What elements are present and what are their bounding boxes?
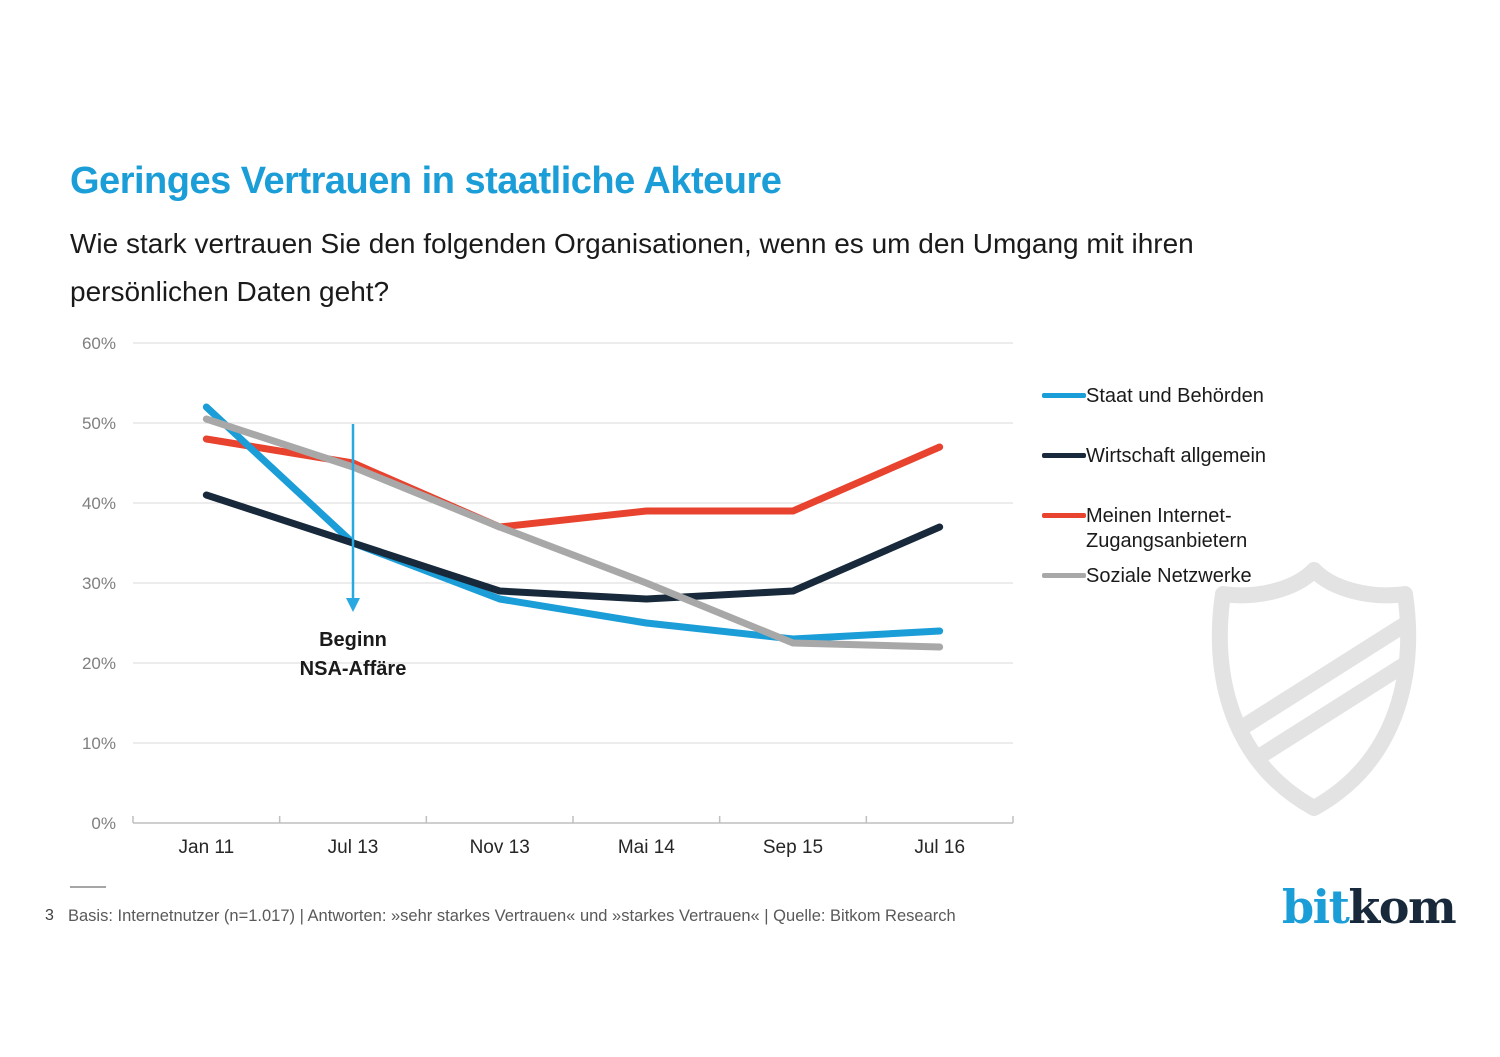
x-tick-label: Jul 13 bbox=[328, 837, 379, 858]
source-footnote: Basis: Internetnutzer (n=1.017) | Antwor… bbox=[68, 907, 956, 925]
legend-swatch-red bbox=[1042, 513, 1086, 518]
x-tick-label: Mai 14 bbox=[618, 837, 675, 858]
shield-icon bbox=[1211, 562, 1417, 816]
y-tick-label: 20% bbox=[82, 654, 116, 673]
legend-swatch-blue bbox=[1042, 393, 1086, 398]
legend-label: Soziale Netzwerke bbox=[1086, 565, 1252, 587]
y-tick-label: 60% bbox=[82, 334, 116, 353]
series-line-1 bbox=[202, 491, 944, 603]
logo-part-bit: bit bbox=[1282, 880, 1350, 934]
legend-label: Meinen Internet- Zugangsanbietern bbox=[1086, 505, 1248, 552]
x-tick-label: Jan 11 bbox=[179, 837, 235, 858]
y-tick-label: 10% bbox=[82, 734, 116, 753]
nsa-arrow-head bbox=[346, 598, 360, 612]
legend-item-staat: Staat und Behörden bbox=[1042, 384, 1264, 409]
page-number: 3 bbox=[45, 907, 54, 924]
page-subtitle: Wie stark vertrauen Sie den folgenden Or… bbox=[70, 228, 1194, 307]
y-tick-label: 30% bbox=[82, 574, 116, 593]
y-tick-label: 50% bbox=[82, 414, 116, 433]
legend-label: Staat und Behörden bbox=[1086, 385, 1264, 407]
series-line-0 bbox=[202, 403, 944, 643]
nsa-annotation-text: Beginn NSA-Affäre bbox=[299, 629, 407, 680]
legend-swatch-navy bbox=[1042, 453, 1086, 458]
bitkom-logo: bitkom bbox=[1282, 880, 1457, 934]
footer-divider bbox=[70, 886, 106, 888]
legend-item-internet: Meinen Internet- Zugangsanbietern bbox=[1042, 504, 1247, 554]
y-tick-label: 0% bbox=[91, 814, 116, 833]
series-line-3 bbox=[202, 415, 944, 651]
x-tick-label: Nov 13 bbox=[470, 837, 530, 858]
x-tick-label: Sep 15 bbox=[763, 837, 823, 858]
legend-label: Wirtschaft allgemein bbox=[1086, 445, 1267, 467]
page-title: Geringes Vertrauen in staatliche Akteure bbox=[70, 160, 782, 202]
legend-item-wirtschaft: Wirtschaft allgemein bbox=[1042, 444, 1266, 469]
x-tick-label: Jul 16 bbox=[914, 837, 965, 858]
legend-swatch-gray bbox=[1042, 573, 1086, 578]
legend-item-soziale: Soziale Netzwerke bbox=[1042, 564, 1252, 589]
logo-part-kom: kom bbox=[1348, 880, 1456, 934]
y-tick-label: 40% bbox=[82, 494, 116, 513]
